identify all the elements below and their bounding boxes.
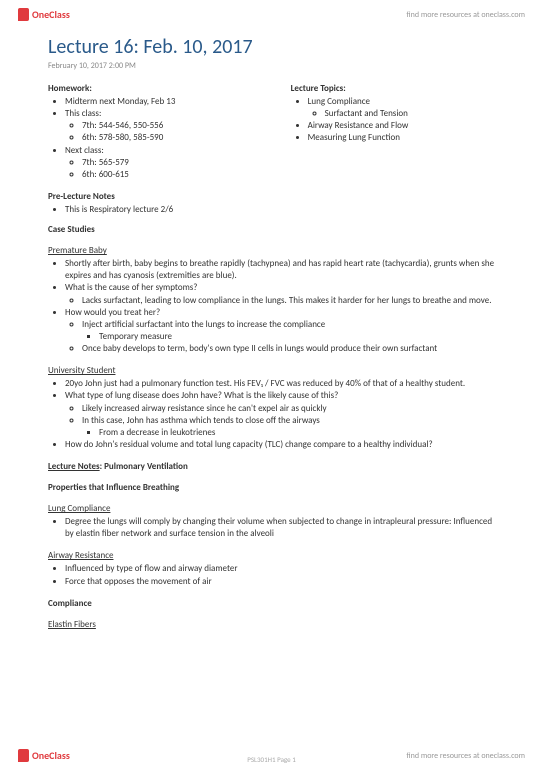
case-student-list: 20yo John just had a pulmonary function … (48, 378, 495, 451)
date-line: February 10, 2017 2:00 PM (48, 61, 495, 71)
list-item: Likely increased airway resistance since… (82, 403, 495, 415)
case-studies-head: Case Studies (48, 224, 495, 235)
list-item: Influenced by type of flow and airway di… (65, 563, 495, 575)
list-item: What type of lung disease does John have… (65, 390, 495, 439)
list-item: Degree the lungs will comply by changing… (65, 516, 495, 540)
case-student-head: University Student (48, 365, 495, 376)
list-item: From a decrease in leukotrienes (99, 427, 495, 439)
page-title: Lecture 16: Feb. 10, 2017 (48, 35, 495, 59)
lecture-notes-head: Lecture Notes: Pulmonary Ventilation (48, 461, 495, 472)
topics-head: Lecture Topics: (291, 83, 495, 94)
compliance-head: Compliance (48, 598, 495, 609)
lung-compliance-head: Lung Compliance (48, 503, 495, 514)
list-item: 7th: 544-546, 550-556 (82, 120, 263, 132)
footer-resources-link[interactable]: find more resources at oneclass.com (406, 751, 525, 761)
list-item: 6th: 600-615 (82, 169, 263, 181)
list-item: How would you treat her? Inject artifici… (65, 307, 495, 356)
prelecture-block: Pre-Lecture Notes This is Respiratory le… (48, 191, 495, 216)
list-item: 7th: 565-579 (82, 157, 263, 169)
case-premature-list: Shortly after birth, baby begins to brea… (48, 258, 495, 355)
list-item: Surfactant and Tension (325, 108, 495, 120)
list-item: Force that opposes the movement of air (65, 576, 495, 588)
list-item: Midterm next Monday, Feb 13 (65, 96, 263, 108)
list-item: In this case, John has asthma which tend… (82, 415, 495, 439)
top-columns: Homework: Midterm next Monday, Feb 13 Th… (48, 83, 495, 181)
list-item: Shortly after birth, baby begins to brea… (65, 258, 495, 282)
brand-name: OneClass (32, 749, 70, 762)
list-item: Lung Compliance Surfactant and Tension (308, 96, 495, 120)
prelecture-head: Pre-Lecture Notes (48, 191, 495, 202)
list-item: How do John's residual volume and total … (65, 439, 495, 451)
list-item: 6th: 578-580, 585-590 (82, 132, 263, 144)
properties-head: Properties that Influence Breathing (48, 482, 495, 493)
list-item: This is Respiratory lecture 2/6 (65, 204, 495, 216)
brand-name: OneClass (32, 8, 70, 21)
list-item: Next class: 7th: 565-579 6th: 600-615 (65, 145, 263, 181)
list-item: Inject artificial surfactant into the lu… (82, 319, 495, 343)
list-item: This class: 7th: 544-546, 550-556 6th: 5… (65, 108, 263, 144)
list-item: Temporary measure (99, 331, 495, 343)
list-item: 20yo John just had a pulmonary function … (65, 378, 495, 390)
homework-list: Midterm next Monday, Feb 13 This class: … (48, 96, 263, 181)
list-item: Measuring Lung Function (308, 132, 495, 144)
list-item: Airway Resistance and Flow (308, 120, 495, 132)
homework-column: Homework: Midterm next Monday, Feb 13 Th… (48, 83, 263, 181)
list-item: Once baby develops to term, body's own t… (82, 343, 495, 355)
document-content: Lecture 16: Feb. 10, 2017 February 10, 2… (0, 29, 543, 630)
logo-icon (18, 8, 29, 21)
elastin-head: Elastin Fibers (48, 619, 495, 630)
brand-logo-footer: OneClass (18, 749, 70, 762)
page-footer: OneClass find more resources at oneclass… (0, 741, 543, 770)
header-resources-link[interactable]: find more resources at oneclass.com (406, 10, 525, 20)
topics-list: Lung Compliance Surfactant and Tension A… (291, 96, 495, 145)
logo-icon (18, 749, 29, 762)
case-premature-head: Premature Baby (48, 245, 495, 256)
brand-logo: OneClass (18, 8, 70, 21)
list-item: What is the cause of her symptoms? Lacks… (65, 282, 495, 306)
list-item: Lacks surfactant, leading to low complia… (82, 295, 495, 307)
airway-resistance-head: Airway Resistance (48, 550, 495, 561)
homework-head: Homework: (48, 83, 263, 94)
topics-column: Lecture Topics: Lung Compliance Surfacta… (291, 83, 495, 181)
page-header: OneClass find more resources at oneclass… (0, 0, 543, 29)
